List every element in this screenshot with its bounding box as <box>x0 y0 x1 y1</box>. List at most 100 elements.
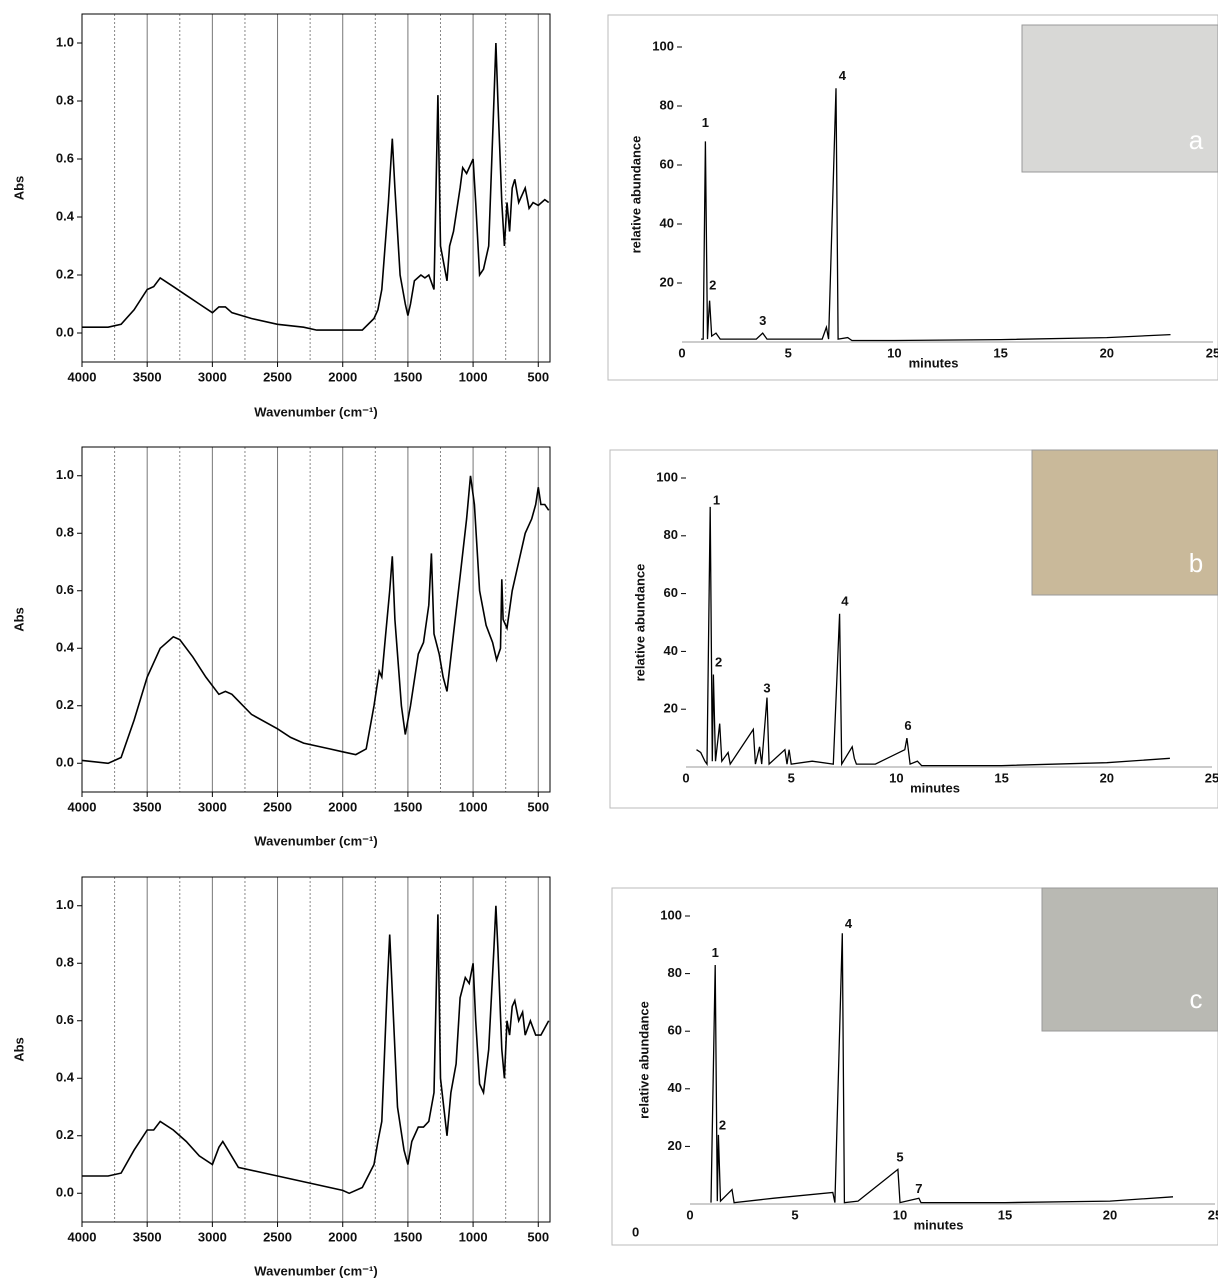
x-tick-label: 15 <box>993 345 1007 360</box>
data-line <box>82 905 550 1195</box>
y-tick-label: 0.2 <box>56 697 74 712</box>
plot-frame <box>81 446 551 793</box>
peak-label: 6 <box>904 718 911 733</box>
x-tick-label: 3000 <box>198 369 227 384</box>
x-tick-label: 2000 <box>328 1229 357 1244</box>
plot-frame <box>81 876 551 1223</box>
x-tick-label: 5 <box>785 345 792 360</box>
x-tick-label: 3000 <box>198 1229 227 1244</box>
x-tick-label: 2000 <box>328 799 357 814</box>
peak-label: 1 <box>712 945 719 960</box>
peak-label: 4 <box>845 916 853 931</box>
x-tick-label: 500 <box>527 799 549 814</box>
inset-label: b <box>1189 548 1203 578</box>
y-tick-label: 0.4 <box>56 640 75 655</box>
peak-label: 2 <box>719 1118 726 1133</box>
x-tick-label: 4000 <box>68 799 97 814</box>
y-tick-label: 1.0 <box>56 897 74 912</box>
y-tick-label: 60 <box>660 156 674 171</box>
y-tick-label: 20 <box>668 1138 682 1153</box>
peak-label: 4 <box>841 594 849 609</box>
y-axis-label: Abs <box>11 1037 26 1062</box>
x-tick-label: 10 <box>889 770 903 785</box>
inset-label: a <box>1189 125 1204 155</box>
x-axis-label: Wavenumber (cm⁻¹) <box>254 833 377 848</box>
inset-photo <box>1031 449 1218 596</box>
peak-label: 1 <box>702 115 709 130</box>
x-tick-label: 1000 <box>459 1229 488 1244</box>
y-tick-label: 60 <box>668 1023 682 1038</box>
y-tick-label: 80 <box>660 97 674 112</box>
y-tick-label: 40 <box>668 1080 682 1095</box>
x-tick-label: 25 <box>1205 770 1218 785</box>
y-axis-label: relative abundance <box>628 136 643 254</box>
x-tick-label: 3500 <box>133 369 162 384</box>
peak-label: 4 <box>839 68 847 83</box>
panel-frame <box>607 14 1218 381</box>
x-tick-label: 20 <box>1100 770 1114 785</box>
y-tick-label: 40 <box>660 215 674 230</box>
x-axis-label: Wavenumber (cm⁻¹) <box>254 404 377 419</box>
x-tick-label: 0 <box>686 1207 693 1222</box>
y-tick-label: 60 <box>664 585 678 600</box>
x-tick-label: 25 <box>1206 345 1218 360</box>
data-line <box>701 88 1171 342</box>
y-tick-label: 0.4 <box>56 1070 75 1085</box>
y-tick-label: 100 <box>656 469 678 484</box>
y-axis-label: Abs <box>11 176 26 201</box>
peak-label: 3 <box>759 313 766 328</box>
x-tick-label: 15 <box>998 1207 1012 1222</box>
y-tick-label: 100 <box>660 907 682 922</box>
y-tick-label: 0.0 <box>56 755 74 770</box>
y-tick-label: 80 <box>668 965 682 980</box>
y-tick-label: 100 <box>652 38 674 53</box>
x-tick-label: 3500 <box>133 1229 162 1244</box>
peak-label: 2 <box>715 654 722 669</box>
x-axis-label: minutes <box>909 355 959 370</box>
x-tick-label: 0 <box>678 345 685 360</box>
x-tick-label: 10 <box>887 345 901 360</box>
y-tick-label: 0.8 <box>56 525 74 540</box>
x-tick-label: 3500 <box>133 799 162 814</box>
peak-label: 3 <box>763 680 770 695</box>
x-tick-label: 1000 <box>459 799 488 814</box>
peak-label: 7 <box>915 1181 922 1196</box>
y-tick-label: 1.0 <box>56 467 74 482</box>
x-tick-label: 2500 <box>263 369 292 384</box>
y-tick-label: 20 <box>664 701 678 716</box>
x-tick-label: 500 <box>527 369 549 384</box>
y-axis-label: Abs <box>11 607 26 632</box>
peak-label: 5 <box>896 1149 903 1164</box>
y-tick-label: 0.2 <box>56 266 74 281</box>
x-tick-label: 20 <box>1103 1207 1117 1222</box>
x-tick-label: 25 <box>1208 1207 1218 1222</box>
peak-label: 2 <box>709 277 716 292</box>
y-tick-label: 0.6 <box>56 582 74 597</box>
x-tick-label: 5 <box>791 1207 798 1222</box>
x-tick-label: 1000 <box>459 369 488 384</box>
x-tick-label: 3000 <box>198 799 227 814</box>
panel-frame <box>609 449 1218 809</box>
y-tick-label: 0.8 <box>56 92 74 107</box>
plot-frame <box>81 13 551 363</box>
y-axis-label: relative abundance <box>632 564 647 682</box>
corner-text: 0 <box>632 1224 639 1239</box>
x-tick-label: 10 <box>893 1207 907 1222</box>
y-tick-label: 0.2 <box>56 1127 74 1142</box>
y-tick-label: 0.0 <box>56 324 74 339</box>
y-tick-label: 40 <box>664 643 678 658</box>
x-tick-label: 2500 <box>263 1229 292 1244</box>
x-tick-label: 2000 <box>328 369 357 384</box>
y-tick-label: 0.8 <box>56 955 74 970</box>
x-tick-label: 0 <box>682 770 689 785</box>
x-tick-label: 500 <box>527 1229 549 1244</box>
x-tick-label: 5 <box>788 770 795 785</box>
y-tick-label: 0.0 <box>56 1185 74 1200</box>
x-tick-label: 2500 <box>263 799 292 814</box>
y-tick-label: 80 <box>664 527 678 542</box>
y-tick-label: 20 <box>660 274 674 289</box>
y-axis-label: relative abundance <box>636 1001 651 1119</box>
data-line <box>81 475 550 765</box>
x-tick-label: 1500 <box>393 369 422 384</box>
